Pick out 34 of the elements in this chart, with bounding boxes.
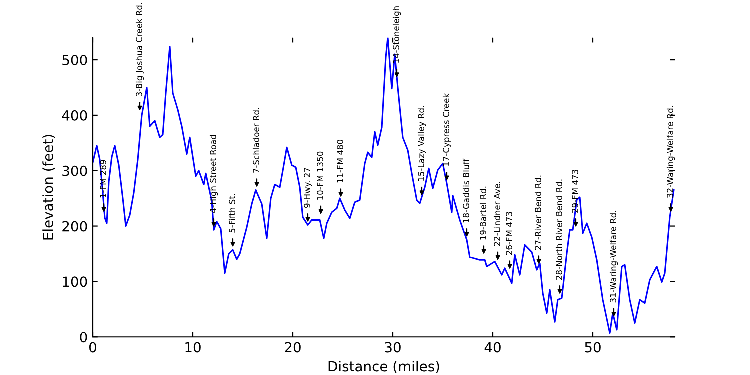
- annotation: 9-Hwy. 27: [304, 168, 312, 208]
- annotation: 28-North River Bend Rd.: [556, 180, 562, 280]
- annotation: 14-Stoneleigh: [392, 6, 402, 63]
- y-tick-label: 100: [63, 276, 88, 288]
- y-tick-label: 200: [62, 221, 88, 232]
- x-axis-title: Distance (miles): [328, 360, 440, 374]
- x-tick-label: 50: [585, 342, 601, 353]
- annotation: 7-Schladoer Rd.: [252, 108, 260, 173]
- y-tick-label: 300: [62, 166, 88, 176]
- annotation: 31-Waring-Welfare Rd.: [610, 211, 618, 303]
- y-axis-title: Elevation (feet): [42, 135, 56, 240]
- annotation: 18-Gaddis Bluff: [462, 158, 470, 223]
- x-tick-label: 30: [385, 342, 401, 353]
- x-tick-label: 20: [285, 342, 301, 353]
- annotation: 10-FM 1350: [317, 152, 324, 200]
- annotation: 17-Cypress Creek: [442, 93, 452, 166]
- x-tick-label: 0: [89, 342, 96, 353]
- annotation: 1-FM 289: [100, 160, 106, 198]
- y-tick-label: 400: [62, 110, 88, 121]
- x-tick-label: 10: [186, 342, 201, 353]
- annotation: 19-Bartel Rd.: [480, 186, 486, 240]
- annotation: 26-FM 473: [506, 212, 512, 256]
- y-tick-label: 0: [80, 332, 88, 343]
- annotation: 4-High Street Road: [210, 135, 218, 214]
- annotation: 5-Fifth St.: [228, 194, 236, 233]
- annotation: 22-Lindner Ave.: [494, 182, 500, 246]
- x-tick-label: 40: [484, 342, 501, 353]
- annotation: 15-Lazy Valley Rd.: [418, 106, 426, 181]
- y-tick-label: 500: [62, 55, 88, 66]
- annotation: 3-Big Joshua Creek Rd.: [136, 3, 144, 96]
- annotation: 29-FM 473: [572, 170, 578, 213]
- annotation: 27-River Bend Rd.: [534, 176, 542, 250]
- annotation: 32-Waring-Welfare Rd.: [666, 106, 676, 198]
- annotation: 11-FM 480: [337, 140, 344, 183]
